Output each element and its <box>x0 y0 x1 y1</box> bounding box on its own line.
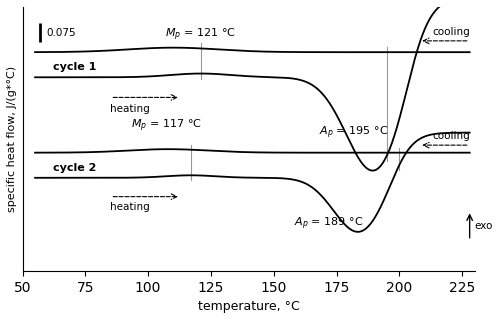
Text: heating: heating <box>110 104 150 114</box>
Text: heating: heating <box>110 203 150 212</box>
Text: $M_p$ = 121 °C: $M_p$ = 121 °C <box>166 27 236 44</box>
Text: $M_p$ = 117 °C: $M_p$ = 117 °C <box>130 117 202 134</box>
Text: 0.075: 0.075 <box>46 28 76 38</box>
Text: $A_p$ = 195 °C: $A_p$ = 195 °C <box>319 125 388 141</box>
Text: $A_p$ = 189 °C: $A_p$ = 189 °C <box>294 215 363 232</box>
Text: cycle 1: cycle 1 <box>52 62 96 72</box>
Y-axis label: specific heat flow, J/(g*°C): specific heat flow, J/(g*°C) <box>7 66 17 212</box>
X-axis label: temperature, °C: temperature, °C <box>198 300 300 313</box>
Text: cycle 2: cycle 2 <box>52 163 96 173</box>
Text: cooling: cooling <box>432 132 470 141</box>
Text: cooling: cooling <box>432 27 470 37</box>
Text: exo: exo <box>474 220 493 230</box>
